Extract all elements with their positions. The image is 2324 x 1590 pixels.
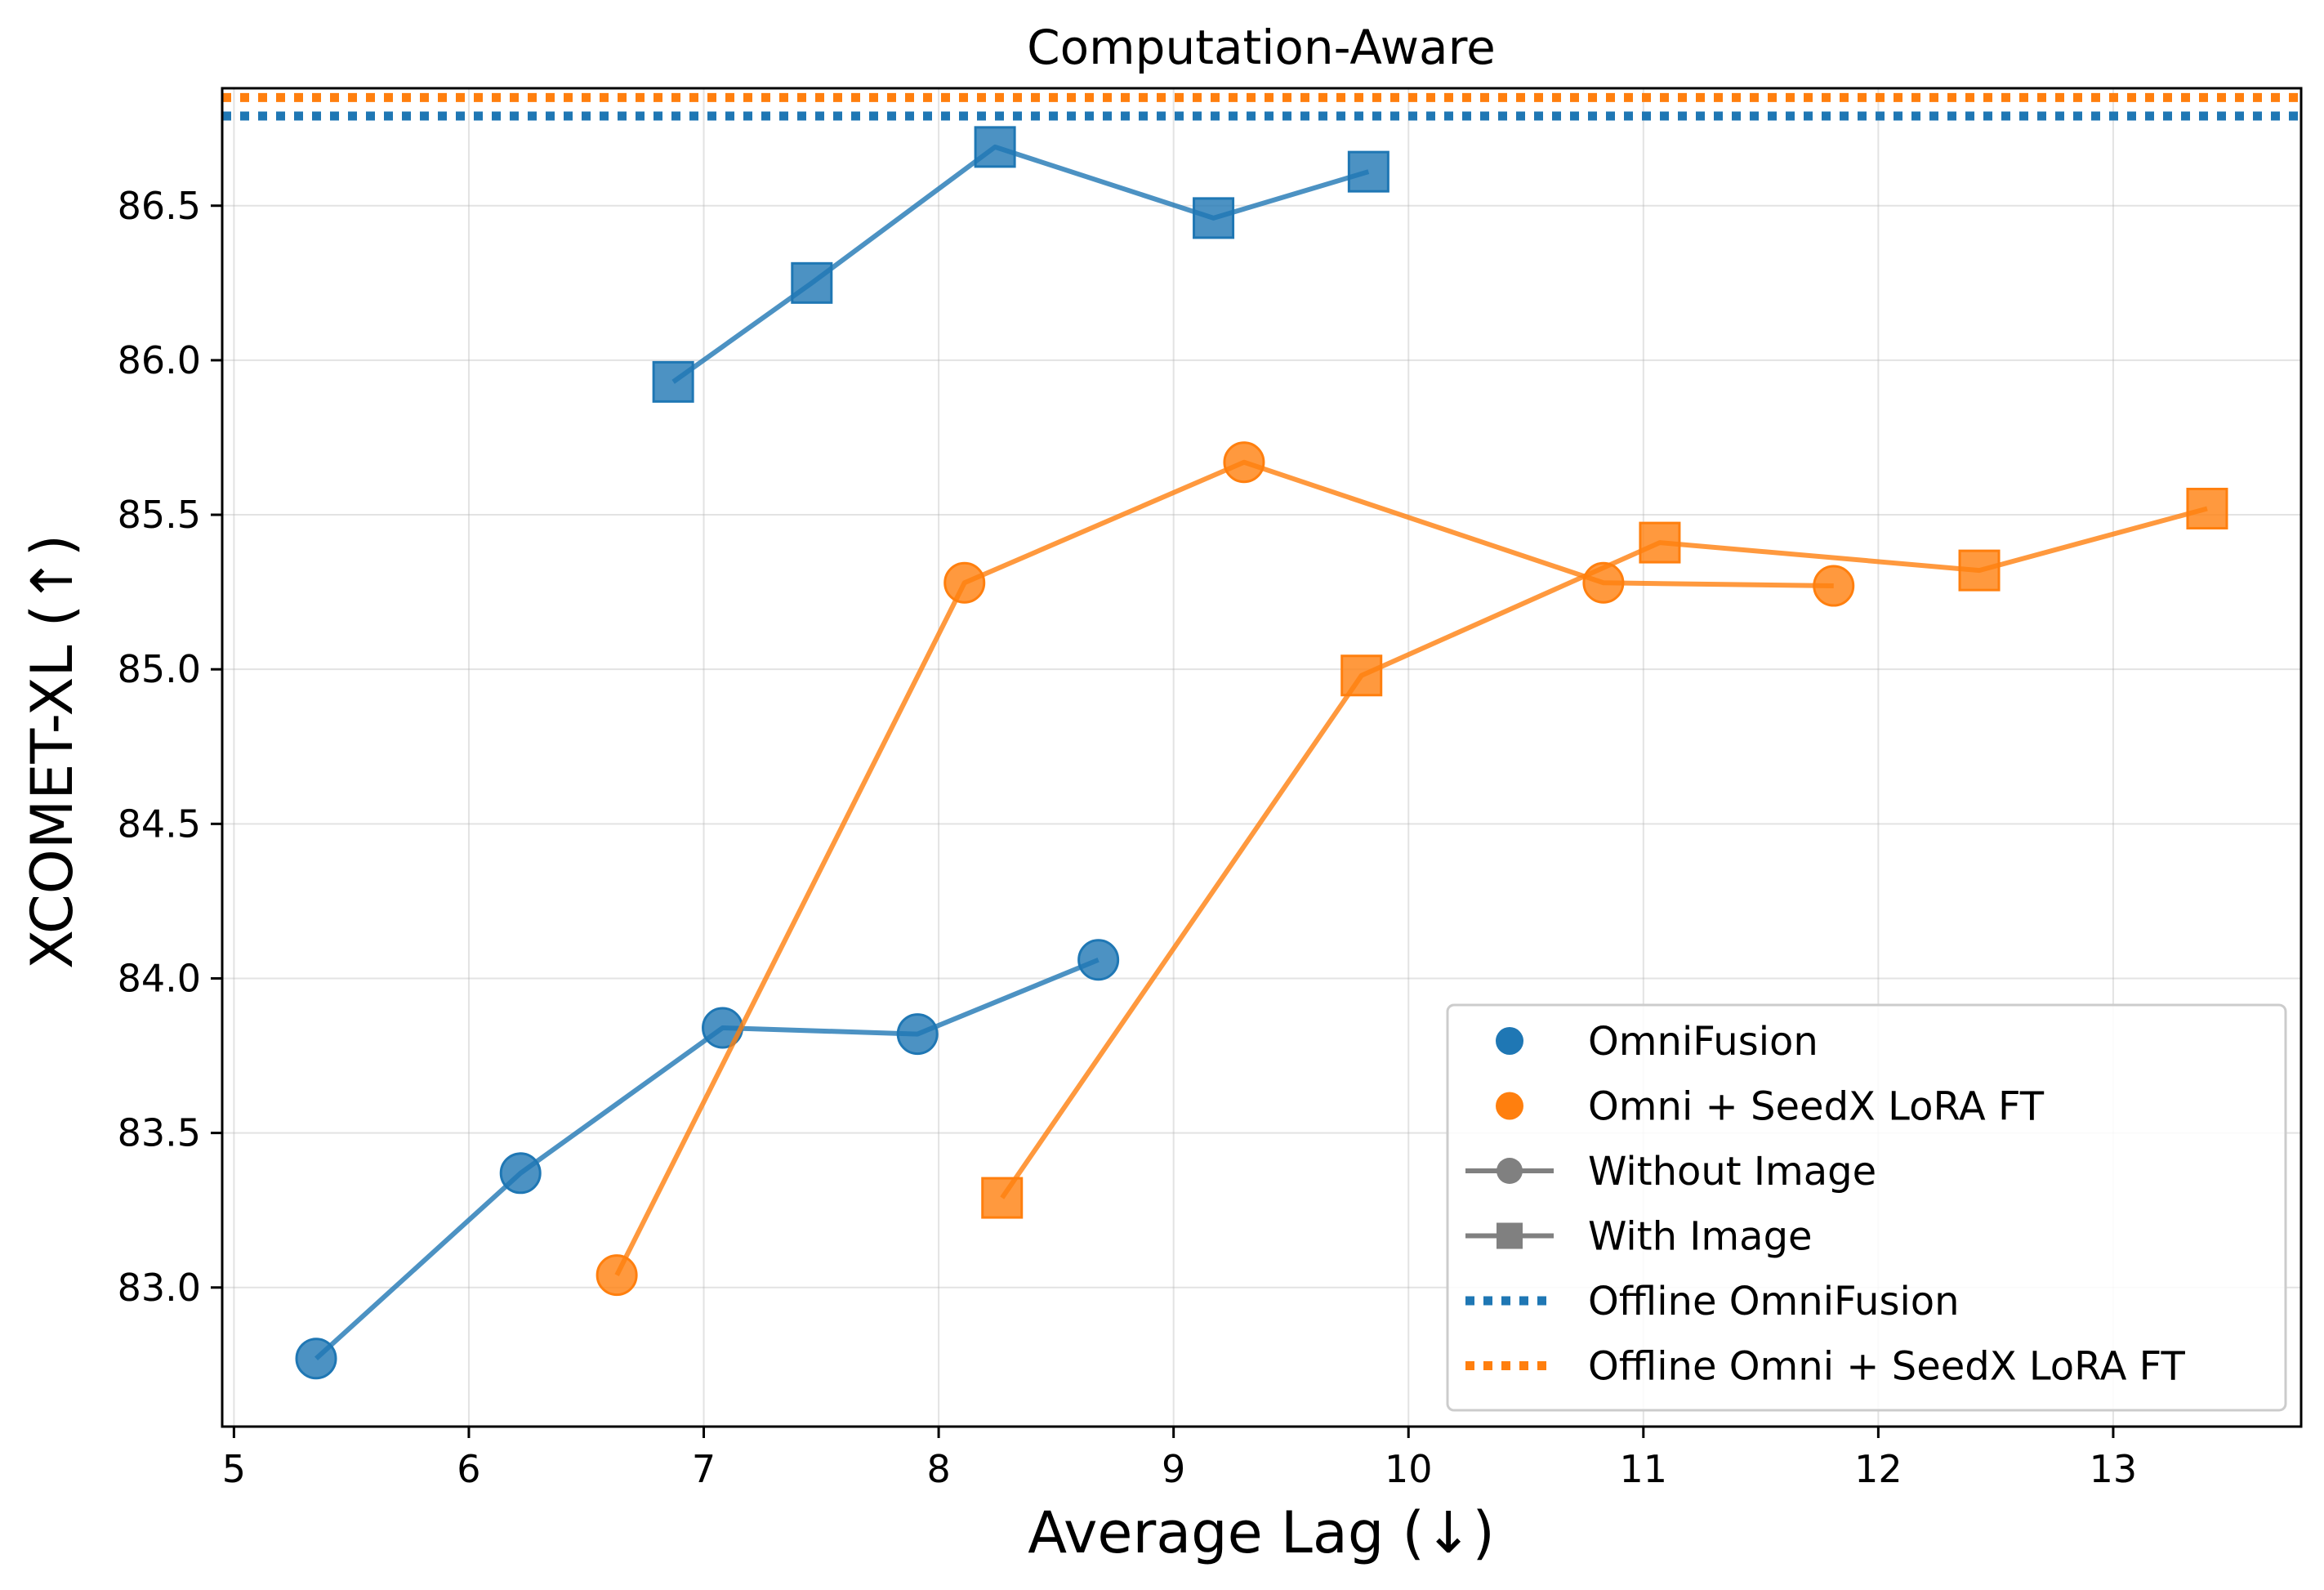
legend-item: Offline OmniFusion [1465,1279,1960,1324]
data-point-square [1340,654,1383,697]
data-point-square [1958,549,2001,592]
series [295,939,1120,1380]
legend-item: Omni + SeedX LoRA FT [1496,1084,2045,1130]
y-tick-label: 85.5 [118,493,201,537]
data-point-circle [295,1338,337,1380]
x-tick-label: 13 [2090,1447,2138,1491]
data-point-square [652,360,694,403]
legend-label: Without Image [1588,1149,1876,1195]
data-point-circle [1223,441,1265,484]
series [981,487,2228,1219]
data-point-square [1639,521,1681,564]
reference-lines [222,92,2301,121]
data-point-circle [896,1013,939,1056]
data-point-circle [1813,565,1855,607]
x-tick-label: 10 [1385,1447,1433,1491]
data-point-square [974,126,1016,168]
data-point-square [981,1177,1024,1219]
legend-label: OmniFusion [1588,1019,1818,1065]
legend-marker-square [1497,1222,1523,1249]
x-tick-label: 6 [457,1447,480,1491]
data-point-square [791,261,833,304]
y-tick-label: 86.0 [118,338,201,382]
series [595,441,1855,1297]
y-tick-label: 84.0 [118,956,201,1000]
y-tick-label: 85.0 [118,647,201,691]
legend-item: With Image [1465,1214,1813,1260]
legend-item: Offline Omni + SeedX LoRA FT [1465,1344,2185,1390]
y-tick-label: 86.5 [118,184,201,228]
series-group [295,126,2228,1380]
y-tick-label: 83.5 [118,1111,201,1155]
y-tick-label: 84.5 [118,802,201,846]
y-axis-label: XCOMET-XL (↑) [19,534,86,969]
data-point-square [2186,487,2228,529]
data-point-circle [1077,939,1120,981]
y-tick-label: 83.0 [118,1266,201,1310]
legend-marker-dot [1496,1027,1523,1055]
legend-item: OmniFusion [1496,1019,1818,1065]
series [652,126,1389,403]
data-point-square [1193,197,1235,239]
legend-box [1446,1003,2287,1412]
legend-marker-dot [1496,1092,1523,1120]
legend-item: Without Image [1465,1149,1876,1195]
legend-marker-circle [1497,1158,1523,1184]
data-point-circle [595,1254,638,1297]
legend: OmniFusion Omni + SeedX LoRA FT Without Im… [1446,1003,2287,1412]
legend-label: Offline Omni + SeedX LoRA FT [1588,1344,2185,1390]
legend-label: Offline OmniFusion [1588,1279,1960,1324]
x-axis-label: Average Lag (↓) [1028,1499,1495,1566]
plot-frame [221,87,2303,1428]
chart-title: Computation-Aware [1027,20,1496,75]
data-point-square [1347,150,1389,193]
data-point-circle [499,1152,542,1195]
data-point-circle [943,561,986,604]
x-tick-label: 5 [222,1447,246,1491]
x-tick-label: 8 [926,1447,950,1491]
x-tick-label: 11 [1620,1447,1668,1491]
x-tick-label: 12 [1854,1447,1902,1491]
x-tick-label: 7 [692,1447,716,1491]
series-line [671,144,1370,384]
legend-label: With Image [1588,1214,1813,1260]
axes: 5 6 7 8 9 10 11 12 13 83.0 83.5 84.0 84.5 85.0 85.5 86.… [118,184,2138,1491]
x-tick-label: 9 [1162,1447,1185,1491]
legend-label: Omni + SeedX LoRA FT [1588,1084,2045,1130]
